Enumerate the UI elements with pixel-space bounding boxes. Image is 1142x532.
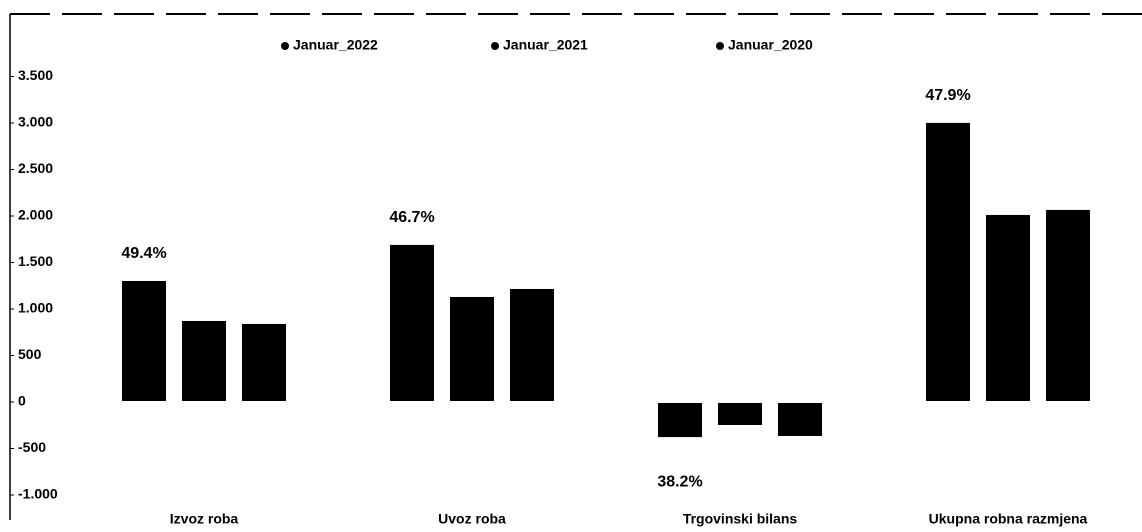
- legend-marker: [491, 42, 499, 50]
- y-tick-label: 1.000: [18, 300, 53, 316]
- bar: [984, 212, 1032, 403]
- bar: [240, 321, 288, 404]
- y-tick-label: -1.000: [18, 486, 58, 502]
- bar: [1044, 207, 1092, 403]
- y-tick-label: -500: [18, 439, 46, 455]
- legend-label: Januar_2020: [728, 37, 813, 53]
- x-tick-label: Ukupna robna razmjena: [929, 511, 1088, 527]
- y-tick-label: 3.500: [18, 67, 53, 83]
- legend-marker: [281, 42, 289, 50]
- y-tick-label: 2.000: [18, 207, 53, 223]
- bar: [448, 294, 496, 404]
- x-tick-label: Izvoz roba: [170, 511, 239, 527]
- annotation: 47.9%: [925, 87, 970, 104]
- x-tick-label: Uvoz roba: [438, 511, 506, 527]
- bar: [656, 401, 704, 440]
- y-tick-label: 1.500: [18, 253, 53, 269]
- bar: [508, 286, 556, 403]
- legend-label: Januar_2022: [293, 37, 378, 53]
- bar: [120, 278, 168, 404]
- x-tick-label: Trgovinski bilans: [683, 511, 798, 527]
- bar: [716, 401, 764, 427]
- annotation: 46.7%: [389, 209, 434, 226]
- legend-label: Januar_2021: [503, 37, 588, 53]
- y-tick-label: 2.500: [18, 160, 53, 176]
- bar: [388, 242, 436, 403]
- annotation: 49.4%: [121, 245, 166, 262]
- bar: [776, 401, 824, 438]
- bar: [924, 120, 972, 403]
- y-tick-label: 0: [18, 393, 26, 409]
- bar: [180, 318, 228, 403]
- annotation: 38.2%: [657, 473, 702, 490]
- y-tick-label: 500: [18, 346, 42, 362]
- legend-marker: [716, 42, 724, 50]
- y-tick-label: 3.000: [18, 114, 53, 130]
